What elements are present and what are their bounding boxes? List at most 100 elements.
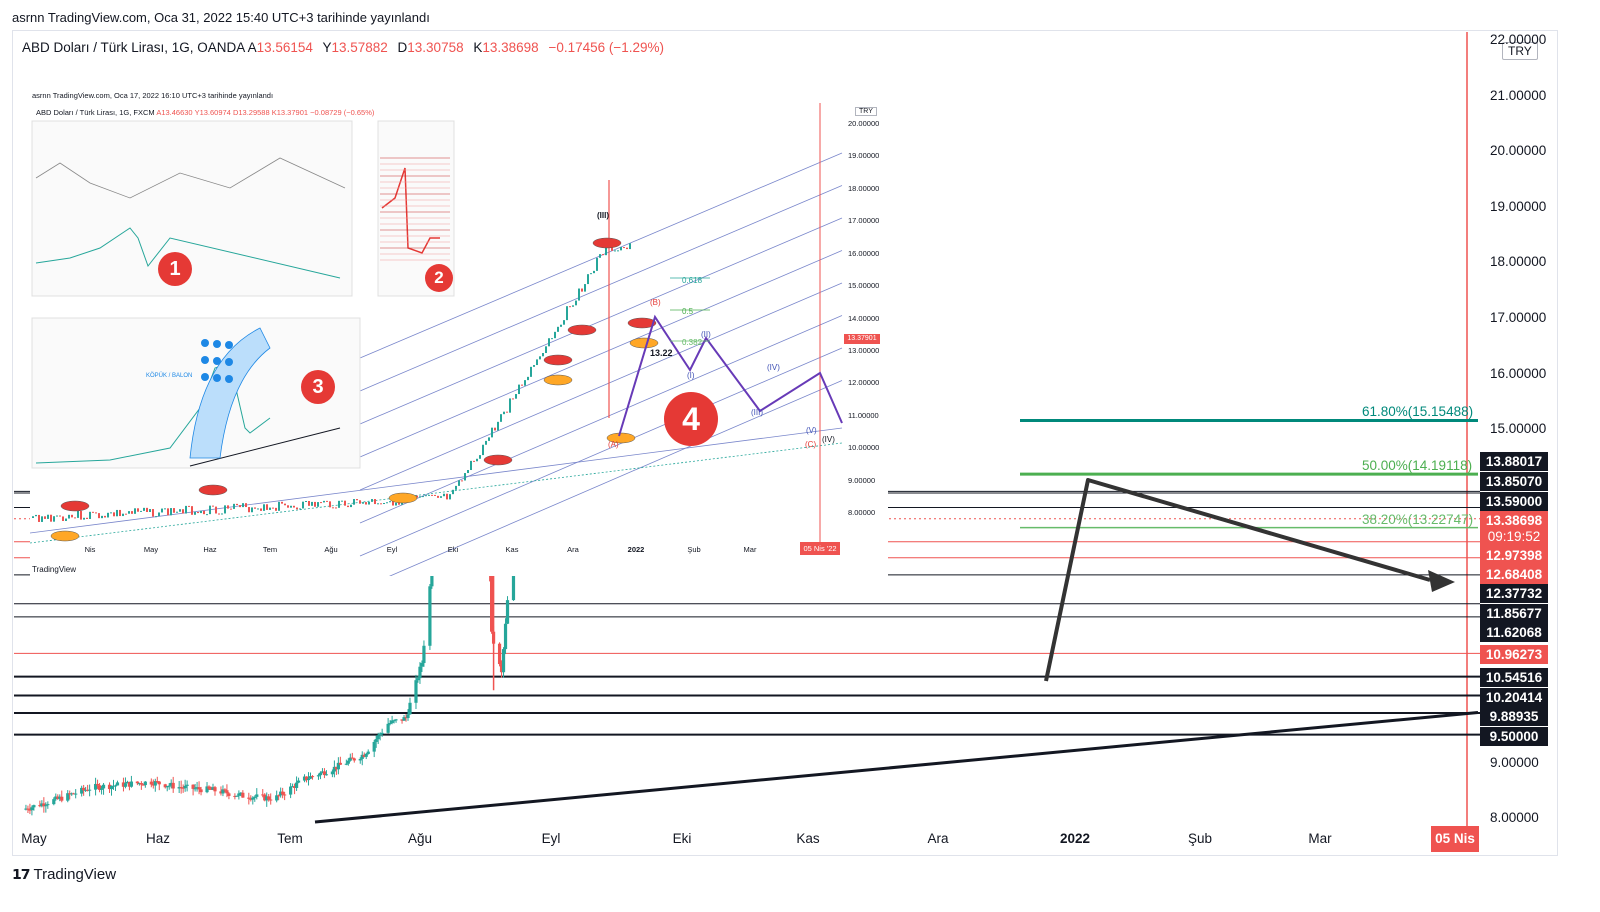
inset-candle (464, 473, 466, 481)
marker-ellipse (388, 492, 418, 504)
candle-body (177, 787, 181, 789)
inset-candle (305, 500, 307, 502)
inset-candle (92, 511, 94, 513)
candle-body (209, 788, 213, 790)
wave-label: (IV) (822, 435, 835, 444)
inset-candle (149, 509, 151, 513)
candle-body (129, 781, 134, 787)
x-tick: Haz (145, 831, 171, 846)
inset-candle (110, 512, 112, 514)
symbol-title[interactable]: ABD Doları / Türk Lirası, 1G, OANDA (22, 40, 245, 55)
currency-badge[interactable]: TRY (1502, 42, 1538, 60)
inset-candle (263, 504, 265, 511)
candle-body (153, 781, 157, 786)
x-tick: Mar (1308, 831, 1332, 846)
inset-candle (377, 503, 379, 505)
candle-body (265, 796, 269, 801)
candle-body (227, 793, 231, 796)
thumbnail-line (35, 362, 271, 464)
candle-body (402, 717, 406, 721)
candle-body (304, 776, 309, 781)
candle-body (490, 575, 494, 632)
candle-body (135, 781, 139, 784)
chart-frame[interactable] (12, 30, 1558, 856)
candle-body (109, 785, 114, 790)
badge-2: 2 (425, 264, 453, 292)
candle-body (306, 778, 311, 781)
inset-candle (587, 274, 589, 285)
inset-candle (506, 411, 508, 413)
marker-ellipse (60, 500, 90, 512)
candle-body (344, 763, 348, 765)
inset-candle (134, 508, 136, 514)
channel-line (30, 427, 843, 534)
candle-body (390, 720, 394, 723)
candle-body (169, 782, 173, 786)
channel-line (389, 380, 843, 576)
inset-candle (281, 501, 283, 504)
inset-candle (470, 460, 472, 471)
inset-candle (617, 250, 619, 252)
candle-body (80, 787, 84, 794)
candle-body (281, 791, 285, 795)
inset-y-tick: 19.00000 (848, 151, 880, 160)
inset-currency: TRY (855, 107, 877, 116)
pattern-drawing (1044, 478, 1431, 682)
inset-candle (164, 508, 166, 510)
candle-body (115, 782, 120, 786)
inset-y-tick: 16.00000 (848, 249, 880, 258)
candle-body (346, 760, 350, 764)
inset-candle (575, 300, 577, 306)
candle-body (414, 680, 418, 703)
inset-candle (500, 414, 502, 422)
candle-body (350, 757, 354, 759)
candle-body (251, 797, 255, 800)
high-value: 13.57882 (331, 40, 388, 55)
bubble-dot (225, 341, 233, 349)
candle-body (179, 787, 183, 789)
inset-x-tick: Haz (203, 545, 217, 554)
candle-body (30, 807, 34, 811)
inset-y-tick: 12.00000 (848, 378, 880, 387)
candle-body (225, 790, 229, 794)
candle-body (416, 678, 420, 681)
candle-body (364, 753, 368, 757)
inset-candle (578, 288, 580, 301)
inset-tradingview-logo: TradingView (32, 565, 77, 574)
inset-candle (494, 427, 496, 431)
candle-body (165, 786, 169, 788)
inset-candle (209, 505, 211, 515)
inset-candle (593, 270, 595, 274)
wave-label: (IV) (767, 363, 780, 372)
inset-candle (320, 502, 322, 504)
inset-candle (236, 503, 238, 506)
inset-candle (56, 515, 58, 517)
inset-candle (398, 502, 400, 505)
inset-ohlc: ABD Doları / Türk Lirası, 1G, FXCM A13.4… (36, 108, 374, 117)
tradingview-logo[interactable]: 𝟭𝟳 TradingView (12, 866, 116, 883)
bubble-dot (225, 375, 233, 383)
inset-candle (554, 331, 556, 339)
inset-candle (212, 505, 214, 507)
channel-line (30, 442, 843, 544)
candle-body (93, 783, 98, 790)
y-tick: 22.00000 (1490, 32, 1547, 47)
inset-candle (419, 496, 421, 498)
inset-candle (395, 502, 397, 506)
candle-body (211, 787, 215, 790)
low-label: D (397, 40, 408, 55)
wave-path (618, 314, 843, 437)
candle-body (358, 758, 362, 761)
inset-candle (533, 365, 535, 367)
inset-candle (221, 513, 223, 515)
inset-chart-image (30, 88, 888, 576)
candle-body (362, 754, 366, 757)
inset-candle (125, 513, 127, 515)
inset-x-tick: Tem (262, 545, 278, 554)
wave-label: (B) (650, 298, 661, 307)
inset-candle (458, 480, 460, 486)
inset-close: K13.37901 (271, 108, 309, 117)
inset-candle (215, 506, 217, 514)
candle-body (269, 799, 273, 801)
y-tick: 15.00000 (1490, 421, 1547, 436)
